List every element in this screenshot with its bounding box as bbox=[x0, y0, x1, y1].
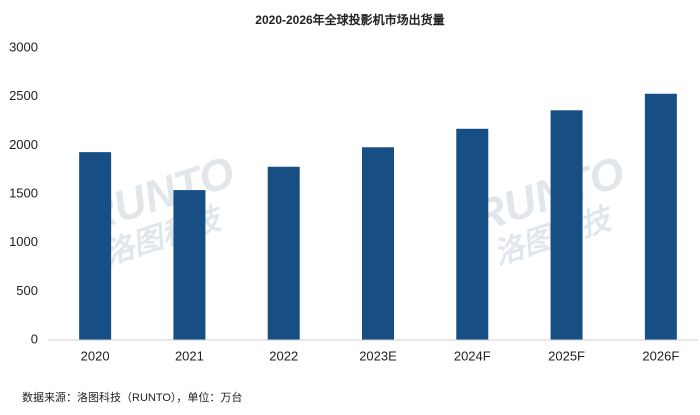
y-tick-label: 0 bbox=[31, 331, 38, 346]
x-tick-label: 2026F bbox=[642, 348, 679, 363]
y-tick-label: 2000 bbox=[9, 137, 38, 152]
x-tick-label: 2024F bbox=[454, 348, 491, 363]
chart-title: 2020-2026年全球投影机市场出货量 bbox=[255, 12, 444, 27]
bar bbox=[550, 110, 583, 340]
x-tick-label: 2025F bbox=[548, 348, 585, 363]
y-tick-label: 3000 bbox=[9, 39, 38, 54]
bar bbox=[362, 147, 394, 340]
bar bbox=[456, 128, 489, 340]
x-tick-label: 2021 bbox=[175, 348, 204, 363]
bar bbox=[173, 190, 206, 340]
x-tick-label: 2022 bbox=[269, 348, 298, 363]
bar bbox=[79, 152, 112, 340]
x-tick-label: 2020 bbox=[81, 348, 110, 363]
y-tick-label: 1000 bbox=[9, 234, 38, 249]
source-note: 数据来源：洛图科技（RUNTO），单位：万台 bbox=[22, 390, 242, 404]
y-tick-label: 500 bbox=[16, 283, 38, 298]
x-tick-label: 2023E bbox=[359, 348, 397, 363]
bar bbox=[644, 93, 677, 340]
y-tick-label: 2500 bbox=[9, 88, 38, 103]
bar bbox=[267, 166, 300, 340]
y-tick-label: 1500 bbox=[9, 185, 38, 200]
